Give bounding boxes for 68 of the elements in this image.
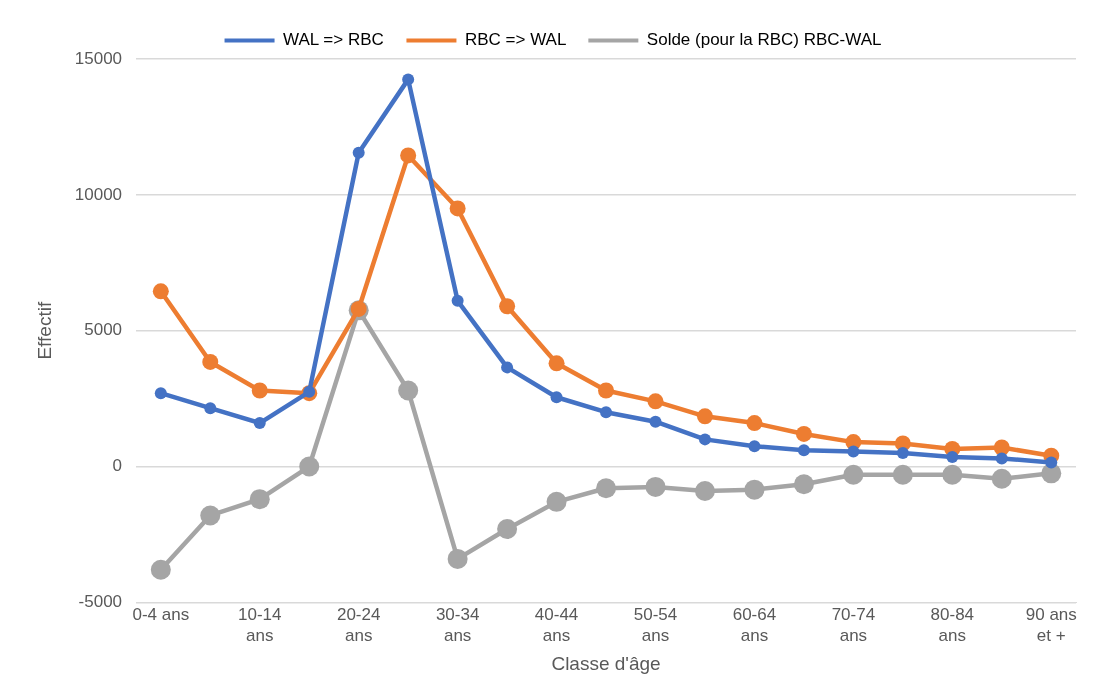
y-tick-label: 5000 [84,320,123,340]
point [797,444,810,457]
point [746,415,763,432]
point [795,425,812,442]
point [200,505,221,526]
point [598,382,615,399]
y-tick-label: -5000 [78,592,123,612]
point [249,489,270,510]
point [793,474,814,495]
point [696,408,713,425]
legend-label: Solde (pour la RBC) RBC-WAL [646,30,882,50]
point [550,391,563,404]
point [548,355,565,372]
point [698,433,711,446]
point [896,446,909,459]
x-tick-label: 30-34 ans [435,605,480,645]
point [649,415,662,428]
point [600,406,613,419]
x-tick-label: 20-24 ans [336,605,381,645]
y-tick-label: 15000 [74,48,123,68]
x-axis-title: Classe d'âge [551,652,661,674]
point [400,147,417,164]
x-tick-label: 10-14 ans [238,605,282,645]
point [152,283,169,300]
point [451,294,464,307]
point [995,452,1008,465]
point [501,361,514,374]
point [942,464,963,485]
point [499,298,516,315]
point [398,380,419,401]
point [352,146,365,159]
point [645,476,666,497]
point [303,385,316,398]
point [546,491,567,512]
x-tick-label: 40-44 ans [534,605,579,645]
point [744,479,765,500]
point [150,559,171,580]
point [497,519,518,540]
point [596,478,617,499]
point [1045,456,1058,469]
point [202,353,219,370]
point [251,382,268,399]
point [748,440,761,453]
point [449,200,466,217]
point [253,417,266,430]
point [991,468,1012,489]
y-axis-title: Effectif [33,301,55,360]
x-tick-label: 60-64 ans [732,605,777,645]
x-tick-label: 70-74 ans [831,605,876,645]
point [946,451,959,464]
y-tick-label: 10000 [74,184,123,204]
legend-label: WAL => RBC [283,30,384,50]
y-tick-label: 0 [112,456,123,476]
point [447,548,468,569]
point [154,387,167,400]
legend-label: RBC => WAL [464,30,567,50]
x-tick-label: 0-4 ans [132,605,190,625]
point [402,73,415,86]
point [204,402,217,415]
point [892,464,913,485]
point [694,481,715,501]
point [847,445,860,458]
x-tick-label: 80-84 ans [930,605,975,645]
x-tick-label: 90 ans et + [1025,605,1077,645]
x-tick-label: 50-54 ans [633,605,678,645]
point [843,464,864,485]
point [299,456,320,477]
point [647,393,664,410]
